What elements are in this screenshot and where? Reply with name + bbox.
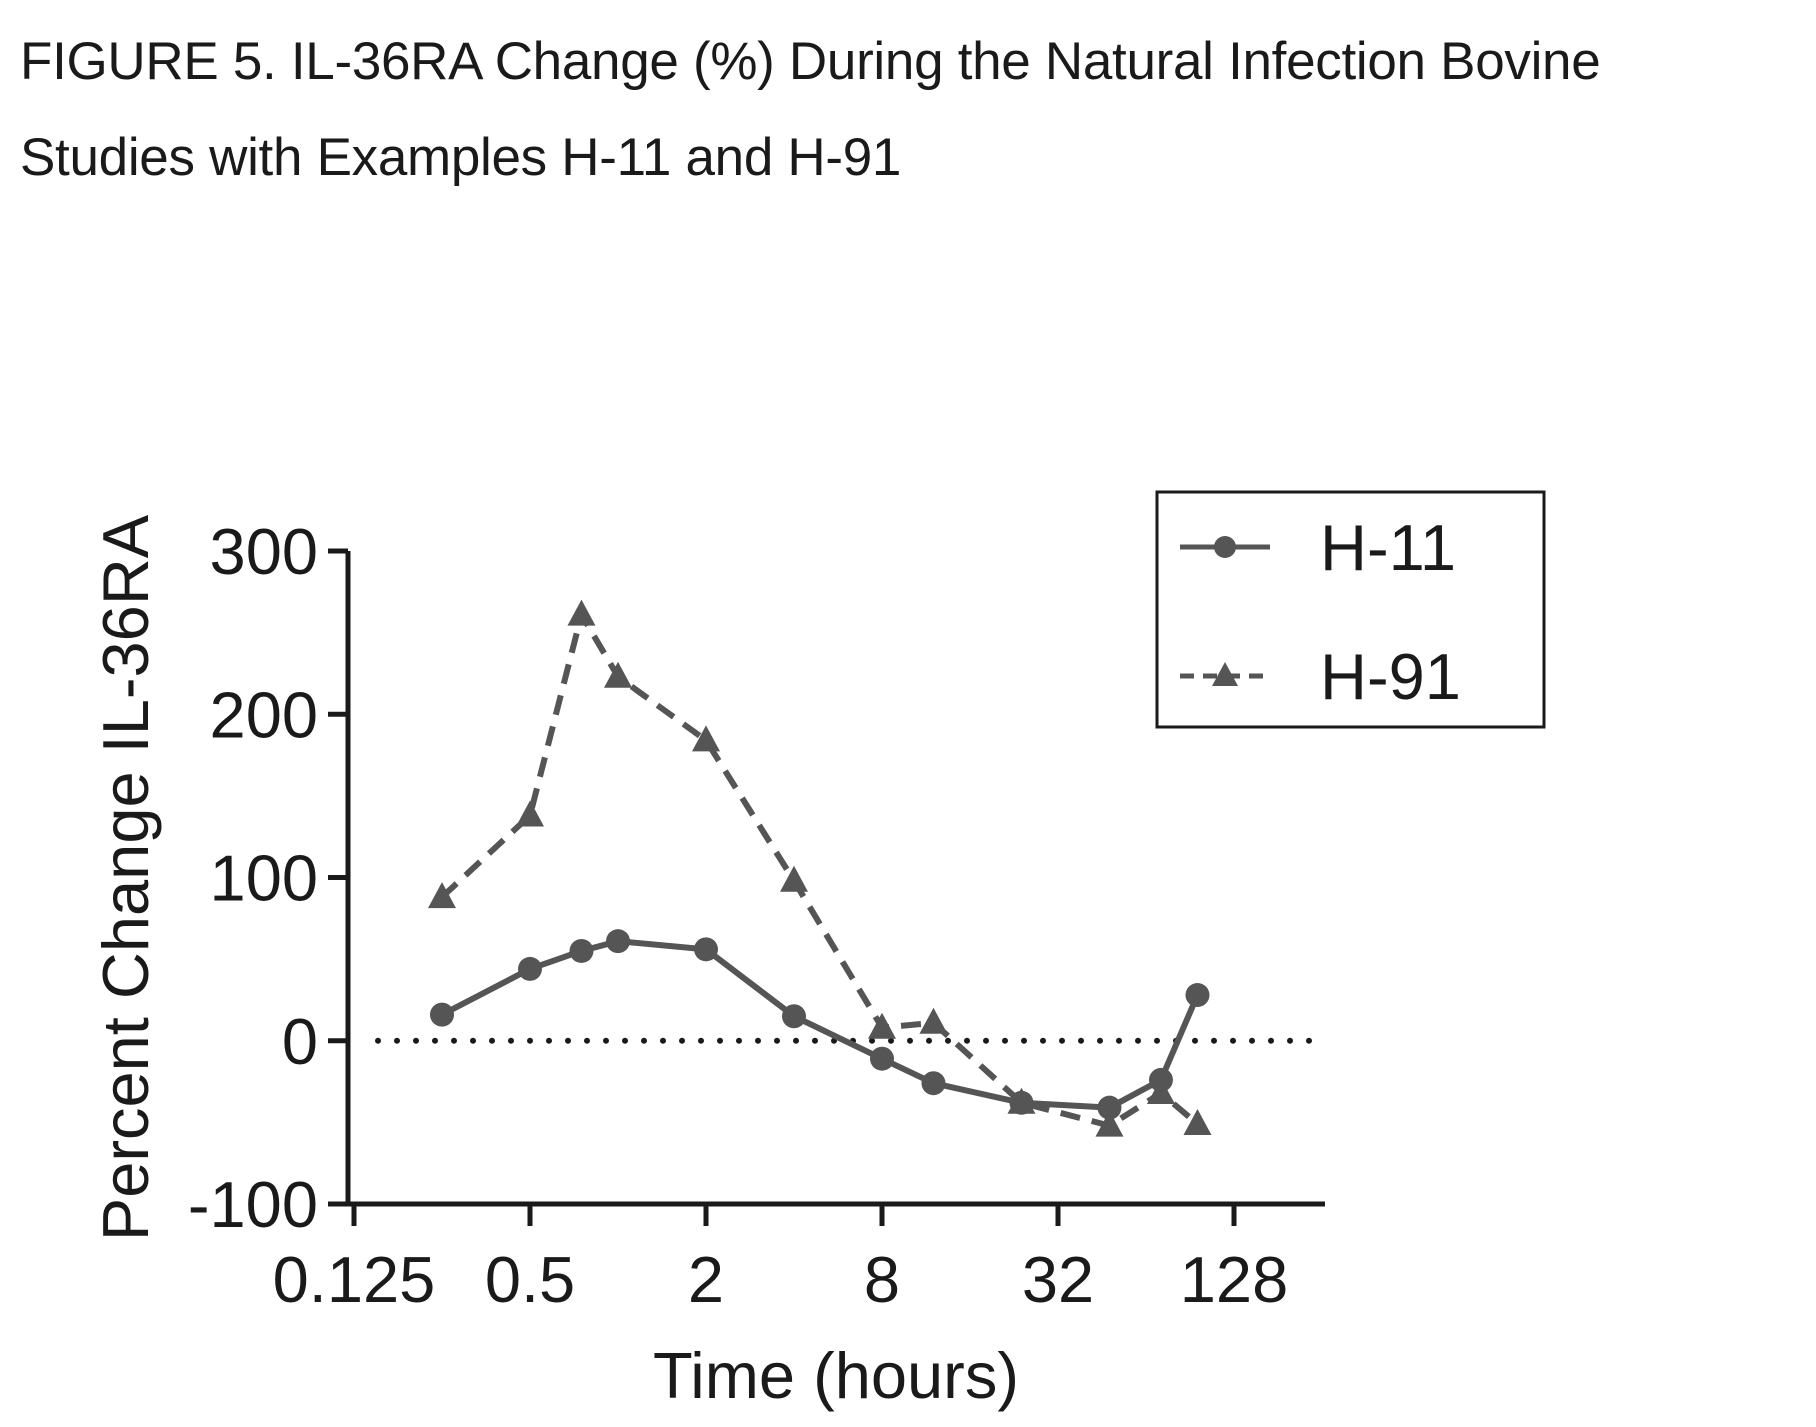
- y-tick-label: 0: [282, 1005, 318, 1078]
- data-point-h-11: [606, 929, 630, 954]
- data-point-h-91: [1007, 1087, 1036, 1114]
- x-tick-label: 128: [1180, 1243, 1288, 1316]
- data-point-h-91: [604, 661, 632, 688]
- y-tick-label: 100: [210, 842, 318, 915]
- data-point-h-11: [1185, 983, 1210, 1008]
- x-tick-label: 8: [864, 1243, 900, 1316]
- y-tick-label: 300: [210, 515, 318, 588]
- data-point-h-11: [870, 1046, 894, 1071]
- data-point-h-91: [428, 882, 456, 909]
- series-line-h-11: [440, 938, 1201, 1111]
- data-point-h-11: [569, 938, 594, 963]
- figure-title-line-1: FIGURE 5. IL-36RA Change (%) During the …: [20, 32, 1601, 91]
- y-axis-ticks: -100 0 100 200 300: [188, 515, 348, 1241]
- legend-h-91-marker: [1212, 662, 1238, 686]
- legend-h-11-marker: [1214, 536, 1236, 558]
- data-point-h-11: [518, 956, 542, 981]
- figure-title: FIGURE 5. IL-36RA Change (%) During the …: [20, 14, 1810, 206]
- legend-h-11-label: H-11: [1320, 511, 1456, 584]
- legend-h-91-label: H-91: [1320, 640, 1461, 713]
- data-point-h-11: [694, 937, 718, 962]
- data-point-h-91: [516, 800, 544, 827]
- data-point-h-91: [692, 725, 720, 752]
- x-tick-label: 32: [1022, 1243, 1094, 1316]
- y-tick-label: -100: [188, 1168, 318, 1241]
- legend: H-11 H-91: [1155, 490, 1546, 729]
- series-h-11: [430, 929, 1210, 1120]
- x-axis-ticks: 0.125 0.5 2 8 32 128: [273, 1204, 1288, 1316]
- data-point-h-91: [567, 599, 596, 626]
- y-axis-title: Percent Change IL-36RA: [89, 514, 162, 1241]
- x-axis-title: Time (hours): [653, 1339, 1019, 1412]
- data-point-h-91: [1146, 1077, 1175, 1104]
- x-tick-label: 0.125: [273, 1243, 436, 1316]
- series-h-91: [428, 599, 1212, 1137]
- series-line-h-91: [439, 611, 1200, 1129]
- y-tick-label: 200: [210, 678, 318, 751]
- data-point-h-11: [430, 1002, 454, 1027]
- legend-item-h-91: H-91: [1180, 640, 1461, 713]
- data-point-h-91: [919, 1007, 948, 1034]
- data-point-h-11: [1097, 1095, 1122, 1120]
- data-point-h-91: [780, 865, 808, 892]
- legend-item-h-11: H-11: [1180, 511, 1456, 584]
- series-layer: [428, 599, 1212, 1137]
- data-point-h-91: [868, 1012, 896, 1039]
- data-point-h-11: [782, 1004, 806, 1029]
- legend-box: [1155, 490, 1546, 729]
- data-point-h-91: [1095, 1110, 1124, 1137]
- x-tick-label: 2: [688, 1243, 724, 1316]
- data-point-h-11: [921, 1071, 946, 1096]
- data-point-h-91: [1183, 1109, 1212, 1136]
- figure-title-line-2: Studies with Examples H-11 and H-91: [20, 128, 902, 187]
- x-tick-label: 0.5: [485, 1243, 575, 1316]
